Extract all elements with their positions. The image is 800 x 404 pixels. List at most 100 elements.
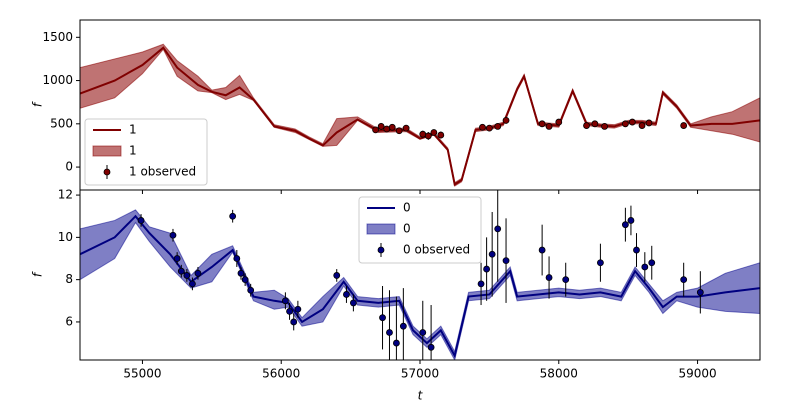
observed-point [427, 343, 435, 351]
observed-point [247, 286, 255, 294]
observed-point [393, 339, 400, 347]
observed-point [562, 276, 570, 284]
observed-point [241, 276, 249, 284]
x-tick-label: 57000 [401, 367, 439, 381]
observed-point [538, 120, 546, 128]
observed-point [641, 263, 649, 271]
observed-point [343, 291, 350, 298]
observed-point [591, 120, 599, 128]
observed-point [237, 269, 245, 277]
confidence-band [80, 43, 760, 187]
observed-point [638, 122, 646, 129]
observed-point [383, 125, 391, 133]
legend-label: 1 observed [129, 165, 196, 179]
plot-area [80, 43, 760, 187]
observed-point [229, 212, 237, 220]
observed-point [627, 217, 635, 224]
observed-point [169, 231, 177, 239]
observed-point [233, 255, 241, 262]
observed-point [419, 329, 427, 336]
observed-point [386, 329, 393, 336]
observed-point [483, 265, 491, 273]
observed-point [424, 132, 432, 140]
observed-point [628, 118, 636, 126]
observed-point [680, 276, 688, 284]
legend-label: 0 [403, 222, 411, 236]
observed-point [538, 246, 546, 254]
observed-point [601, 123, 608, 130]
observed-point [680, 122, 688, 129]
legend-box [358, 196, 482, 264]
y-tick-label: 1500 [42, 30, 73, 44]
legend-swatch [103, 168, 111, 176]
observed-point [621, 221, 629, 229]
y-tick-label: 0 [65, 160, 73, 174]
y-tick-label: 1000 [42, 73, 73, 87]
observed-point [621, 120, 629, 128]
observed-point [183, 272, 191, 279]
x-axis-label: t [418, 389, 424, 401]
y-tick-label: 6 [65, 314, 73, 328]
observed-point [583, 122, 590, 129]
legend-swatch [92, 145, 122, 157]
observed-point [399, 322, 407, 330]
x-tick-label: 58000 [540, 367, 578, 381]
observed-point [555, 118, 563, 126]
legend-swatch [377, 246, 385, 254]
y-tick-label: 8 [65, 272, 73, 286]
observed-point [177, 267, 185, 275]
observed-point [645, 119, 653, 127]
y-axis-label: f [31, 101, 45, 107]
observed-point [597, 259, 604, 267]
observed-point [173, 255, 181, 262]
y-tick-label: 10 [58, 230, 73, 244]
legend-label: 1 [129, 144, 137, 158]
plot-area [80, 190, 760, 360]
legend-label: 0 [403, 201, 411, 215]
confidence-band [80, 209, 760, 360]
legend-swatch [366, 223, 396, 235]
observed-point [189, 280, 196, 288]
observed-point [419, 130, 427, 138]
observed-point [545, 123, 553, 130]
observed-point [388, 123, 396, 131]
observed-point [372, 126, 379, 134]
x-tick-label: 56000 [262, 367, 300, 381]
observed-point [402, 124, 410, 132]
observed-point [488, 250, 496, 258]
observed-point [696, 288, 704, 296]
observed-point [494, 123, 502, 130]
observed-point [485, 124, 493, 132]
observed-point [502, 257, 510, 265]
observed-point [477, 280, 485, 288]
observed-point [648, 259, 656, 267]
y-axis-label: f [31, 271, 45, 277]
observed-point [194, 269, 202, 277]
legend-label: 0 observed [403, 243, 470, 257]
y-tick-label: 12 [58, 188, 73, 202]
observed-point [494, 225, 502, 233]
observed-point [502, 116, 510, 124]
observed-point [137, 217, 145, 224]
y-tick-label: 500 [50, 116, 73, 130]
observed-point [349, 299, 357, 307]
observed-point [395, 127, 403, 135]
observed-point [281, 297, 289, 305]
observed-point [545, 274, 553, 281]
observed-point [294, 305, 302, 313]
observed-point [379, 314, 386, 322]
mean-line [80, 214, 760, 359]
observed-point [377, 123, 385, 130]
observed-point [430, 129, 438, 136]
legend-box [84, 118, 208, 186]
legend-label: 1 [129, 123, 137, 137]
x-tick-label: 55000 [123, 367, 161, 381]
observed-point [286, 307, 293, 315]
observed-point [633, 246, 640, 254]
observed-point [333, 272, 341, 279]
observed-point [290, 318, 298, 326]
observed-point [479, 123, 486, 131]
x-tick-label: 59000 [678, 367, 716, 381]
mean-line [80, 46, 760, 186]
